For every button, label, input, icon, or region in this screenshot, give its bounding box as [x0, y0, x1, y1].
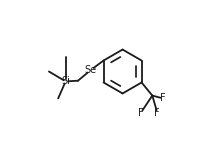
Text: F: F: [155, 108, 160, 118]
Text: Si: Si: [61, 76, 70, 86]
Text: F: F: [138, 108, 144, 118]
Text: F: F: [160, 93, 166, 103]
Text: Se: Se: [85, 65, 97, 75]
